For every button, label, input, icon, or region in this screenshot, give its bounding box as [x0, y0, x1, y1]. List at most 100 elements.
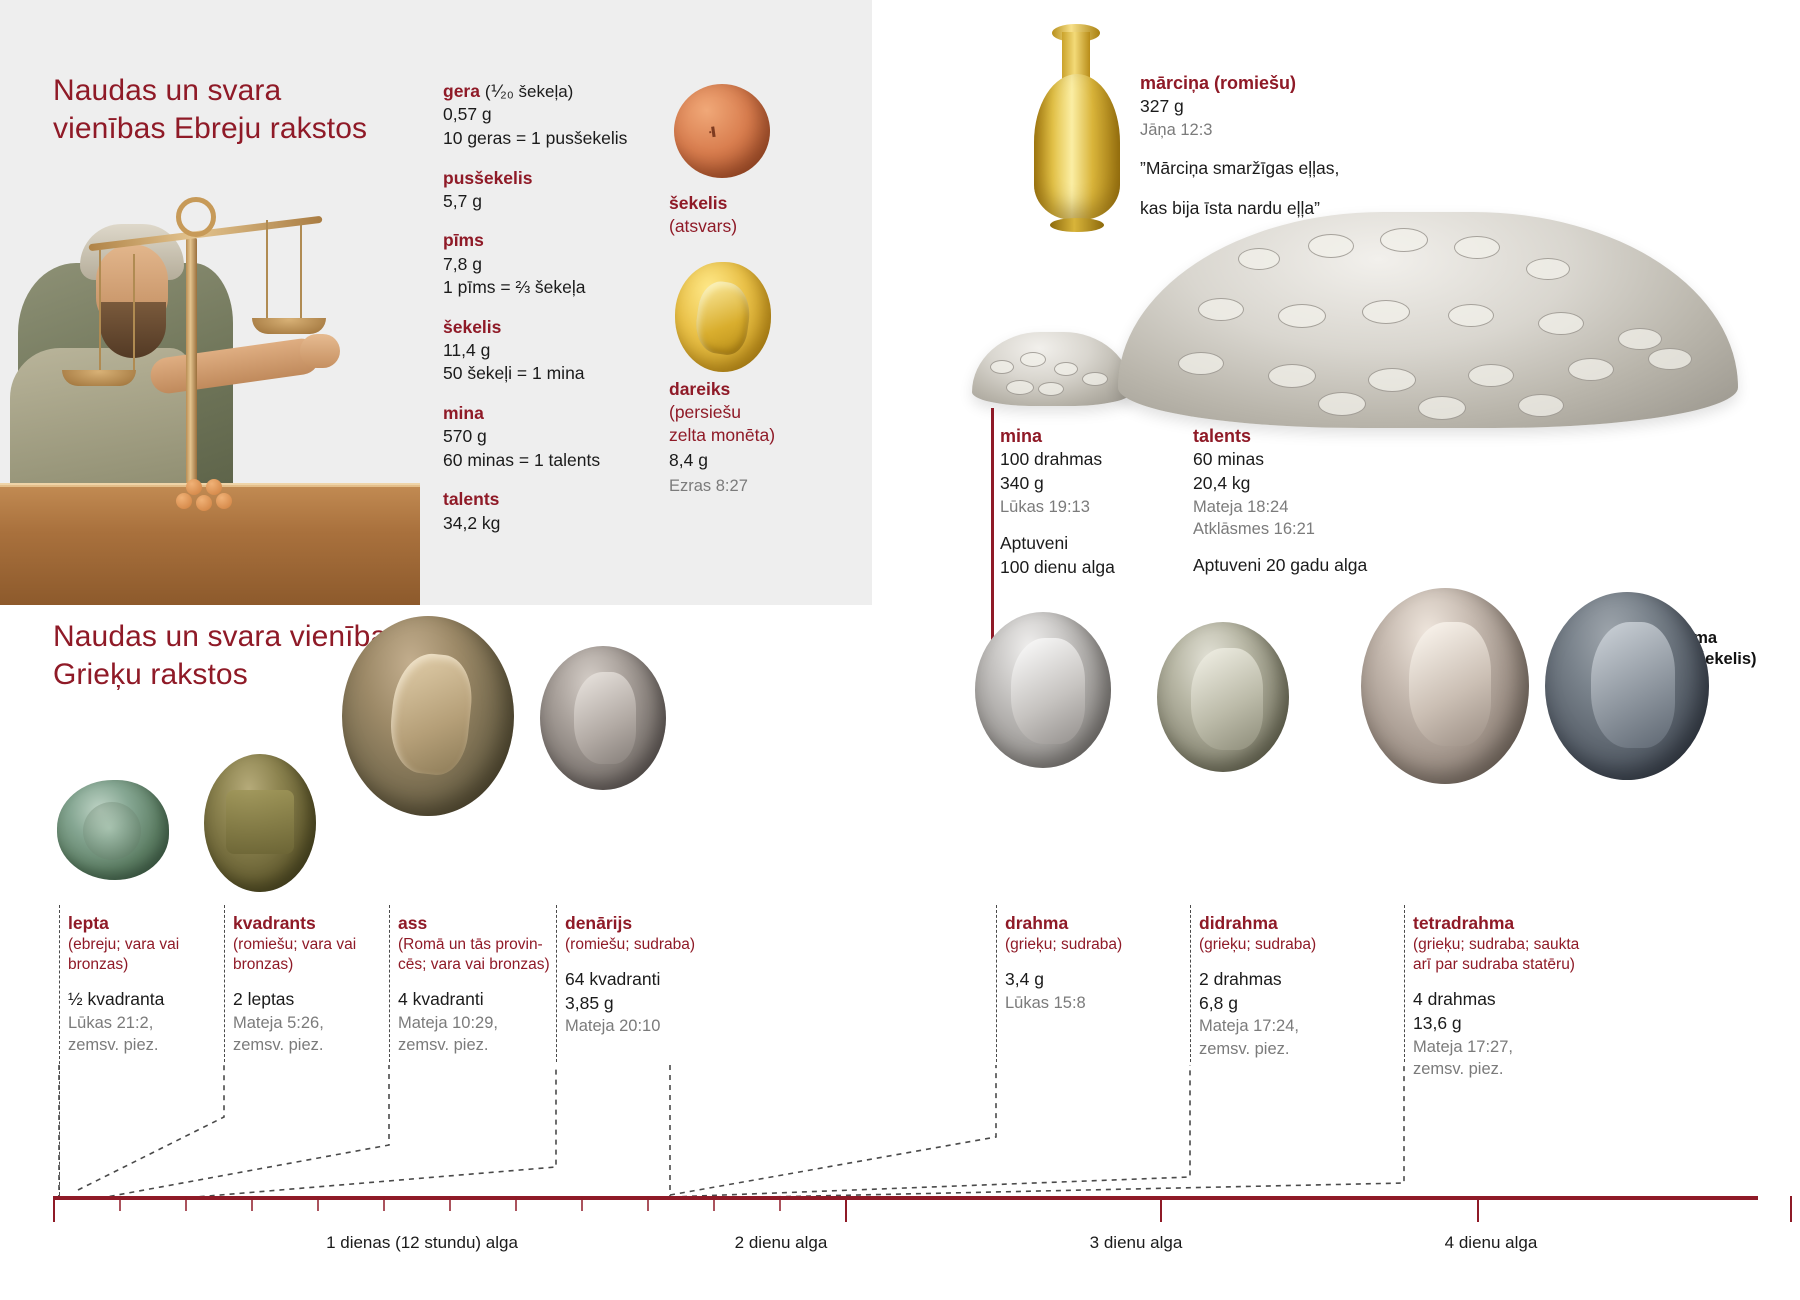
heap-coin	[1418, 396, 1466, 420]
tetradrahma-desc-2: arī par sudraba statēru)	[1413, 956, 1575, 974]
dareiks-desc-1: (persiešu	[669, 402, 741, 423]
unit-pims-line-2: 1 pīms = ⅔ šekeļa	[443, 277, 586, 298]
unit-pussekelis-name: pusšekelis	[443, 167, 533, 188]
greek-talents-ref-2: Atklāsmes 16:21	[1193, 519, 1315, 538]
tetradrahma-value-2: 13,6 g	[1413, 1013, 1462, 1033]
drahma-coin-image	[975, 612, 1111, 768]
heap-coin	[1468, 364, 1514, 387]
didrahma-value-1: 2 drahmas	[1199, 969, 1282, 990]
greek-mina-note-1: Aptuveni	[1000, 532, 1069, 553]
gold-oil-jar-image	[1022, 22, 1132, 232]
axis-tick-minor	[449, 1196, 451, 1211]
heap-coin	[1362, 300, 1410, 324]
greek-talents-name: talents	[1193, 426, 1252, 446]
kvadrants-value-1: 2 leptas	[233, 989, 295, 1010]
merchant-hand	[300, 334, 340, 368]
greek-section-title: Naudas un svara vienības Grieķu rakstos	[53, 620, 403, 692]
dareiks-name: dareiks	[669, 379, 731, 399]
dareiks-weight: 8,4 g	[669, 450, 708, 471]
axis-tick-minor	[581, 1196, 583, 1211]
shekel-weight-name: šekelis	[669, 193, 728, 213]
leader-tetradrahma	[675, 1065, 1405, 1200]
axis-tick-minor	[647, 1196, 649, 1211]
leader-vline-denarijs	[556, 905, 557, 1062]
denarijs-value-1: 64 kvadranti	[565, 969, 661, 990]
jar-base	[1050, 218, 1104, 232]
ass-coin-image	[342, 616, 514, 816]
leader-ass	[89, 1065, 390, 1200]
greek-mina-block: mina 100 drahmas 340 g Lūkas 19:13 Aptuv…	[1000, 425, 1200, 579]
unit-sekelis-name: šekelis	[443, 316, 502, 337]
ass-desc-2: cēs; vara vai bronzas)	[398, 956, 550, 974]
axis-tick-major-day-2	[1160, 1196, 1163, 1222]
heap-coin	[1006, 380, 1034, 395]
heap-coin	[1518, 394, 1564, 417]
dareiks-caption: dareiks (persiešu zelta monēta) 8,4 g Ez…	[669, 378, 854, 497]
heap-coin	[1538, 312, 1584, 335]
heap-coin	[1308, 234, 1354, 258]
didrahma-name: didrahma	[1199, 913, 1278, 933]
hebrew-section-title: Naudas un svara vienības Ebreju rakstos	[53, 74, 368, 146]
unit-mina-name: mina	[443, 403, 484, 424]
heap-coin	[1648, 348, 1692, 370]
heap-coin	[1054, 362, 1078, 376]
marcina-quote-line-1: ”Mārciņa smaržīgas eļļas,	[1140, 158, 1340, 179]
shekel-weight-caption: šekelis (atsvars)	[669, 192, 849, 238]
tetradrahma-ref-2: zemsv. piez.	[1413, 1059, 1504, 1078]
kvadrants-caption: kvadrants (romiešu; vara vai bronzas) 2 …	[233, 912, 388, 1057]
unit-pussekelis-line-1: 5,7 g	[443, 190, 482, 211]
denarijs-ref-1: Mateja 20:10	[565, 1017, 661, 1036]
unit-gera-line-2: 10 geras = 1 pusšekelis	[443, 128, 628, 149]
weight-dot-4	[186, 479, 202, 495]
didrahma-caption: didrahma (grieķu; sudraba) 2 drahmas 6,8…	[1199, 912, 1364, 1060]
axis-label-day-1: 1 dienas (12 stundu) alga	[326, 1233, 518, 1252]
merchant-with-balance-scale-illustration	[0, 158, 420, 605]
leader-drahma	[669, 1065, 997, 1196]
tiras-tetradrahma-coin-image	[1545, 592, 1709, 780]
kvadrants-desc-2: bronzas)	[233, 956, 294, 974]
unit-mina-line-1: 570 g	[443, 426, 487, 447]
marcina-weight: 327 g	[1140, 96, 1184, 117]
lepta-coin-detail	[83, 802, 141, 860]
axis-tick-major-day-4	[1790, 1196, 1793, 1222]
kvadrants-ref-2: zemsv. piez.	[233, 1036, 324, 1055]
unit-sekelis-line-2: 50 šekeļi = 1 mina	[443, 363, 585, 384]
leader-kvadrants	[77, 1065, 225, 1191]
didrahma-ref-1: Mateja 17:24,	[1199, 1017, 1299, 1036]
panel-edge-mask	[0, 605, 872, 609]
unit-sekelis: šekelis 11,4 g 50 šekeļi = 1 mina	[443, 316, 658, 386]
heap-coin	[1318, 392, 1366, 416]
axis-tick-minor	[251, 1196, 253, 1211]
dareiks-desc-2: zelta monēta)	[669, 425, 776, 446]
scale-pan-left	[62, 370, 136, 386]
hebrew-units-list: gera (⅟₂₀ šekeļa) 0,57 g 10 geras = 1 pu…	[443, 80, 658, 535]
drahma-caption: drahma (grieķu; sudraba) 3,4 g Lūkas 15:…	[1005, 912, 1165, 1014]
unit-mina: mina 570 g 60 minas = 1 talents	[443, 402, 658, 472]
ass-ref-1: Mateja 10:29,	[398, 1014, 498, 1032]
tetradrahma-ref-1: Mateja 17:27,	[1413, 1037, 1513, 1056]
shekel-weight-desc: (atsvars)	[669, 216, 738, 237]
greek-talents-block: talents 60 minas 20,4 kg Mateja 18:24 At…	[1193, 425, 1463, 578]
axis-tick-major-day-3	[1477, 1196, 1480, 1222]
didrahma-coin-portrait	[1191, 648, 1263, 750]
heap-coin	[1454, 236, 1500, 259]
drahma-name: drahma	[1005, 913, 1069, 933]
denarijs-name: denārijs	[565, 913, 633, 933]
kvadrants-desc-1: (romiešu; vara vai	[233, 936, 357, 954]
denarijs-coin-image	[540, 646, 666, 790]
greek-mina-name: mina	[1000, 426, 1043, 446]
axis-tick-minor	[713, 1196, 715, 1211]
heap-coin	[1278, 304, 1326, 328]
axis-tick-major-day-1	[845, 1196, 848, 1222]
tetradrahma-value-1: 4 drahmas	[1413, 989, 1496, 1010]
scale-cord-right-2	[300, 224, 302, 320]
jar-belly	[1034, 74, 1120, 220]
greek-mina-note-2: 100 dienu alga	[1000, 556, 1115, 577]
axis-tick-minor	[185, 1196, 187, 1211]
scale-pan-right	[252, 318, 326, 334]
dareiks-ref: Ezras 8:27	[669, 476, 748, 495]
scale-cord-left	[99, 250, 101, 372]
marcina-info-block: mārciņa (romiešu) 327 g Jāņa 12:3 ”Mārci…	[1140, 72, 1470, 220]
wage-timeline-axis	[53, 1196, 1758, 1200]
leader-vline-didrahma	[1190, 905, 1191, 1062]
